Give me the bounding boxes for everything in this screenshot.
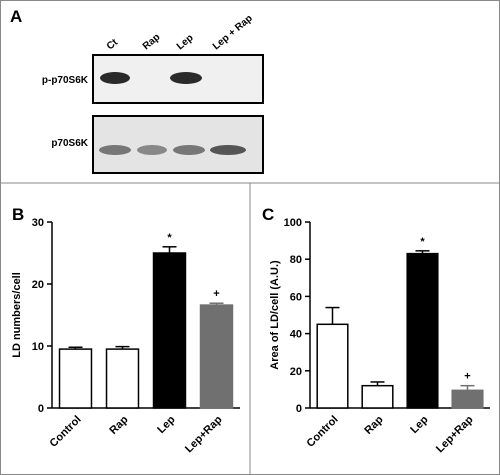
band xyxy=(137,145,167,155)
y-tick-label: 30 xyxy=(32,217,44,229)
bar xyxy=(152,252,187,409)
y-axis-label: LD numbers/cell xyxy=(11,272,23,358)
y-tick-label: 60 xyxy=(290,291,302,303)
blot xyxy=(92,115,264,174)
bar xyxy=(451,389,484,409)
bar xyxy=(58,348,93,409)
y-tick-label: 20 xyxy=(32,279,44,291)
y-tick-label: 20 xyxy=(290,366,302,378)
panel-label: B xyxy=(12,205,24,224)
y-tick-label: 40 xyxy=(290,329,302,341)
y-tick-label: 0 xyxy=(296,403,302,415)
row-label: p-p70S6K xyxy=(42,75,89,86)
panel-label: A xyxy=(10,7,22,26)
bar xyxy=(406,252,439,409)
band xyxy=(99,145,131,155)
row-label: p70S6K xyxy=(51,138,88,149)
band xyxy=(210,145,246,155)
annotation: + xyxy=(464,371,470,383)
bar xyxy=(361,384,394,409)
y-tick-label: 10 xyxy=(32,341,44,353)
annotation: + xyxy=(213,288,219,300)
bar xyxy=(316,323,349,409)
bar xyxy=(199,304,234,409)
band xyxy=(100,72,130,84)
band xyxy=(173,145,205,155)
y-axis-label: Area of LD/cell (A.U.) xyxy=(269,260,281,370)
annotation: * xyxy=(420,236,425,248)
bar xyxy=(105,348,140,409)
y-tick-label: 100 xyxy=(284,217,302,229)
annotation: * xyxy=(167,232,172,244)
y-tick-label: 80 xyxy=(290,254,302,266)
band xyxy=(170,72,202,84)
panel-label: C xyxy=(262,205,274,224)
y-tick-label: 0 xyxy=(38,403,44,415)
